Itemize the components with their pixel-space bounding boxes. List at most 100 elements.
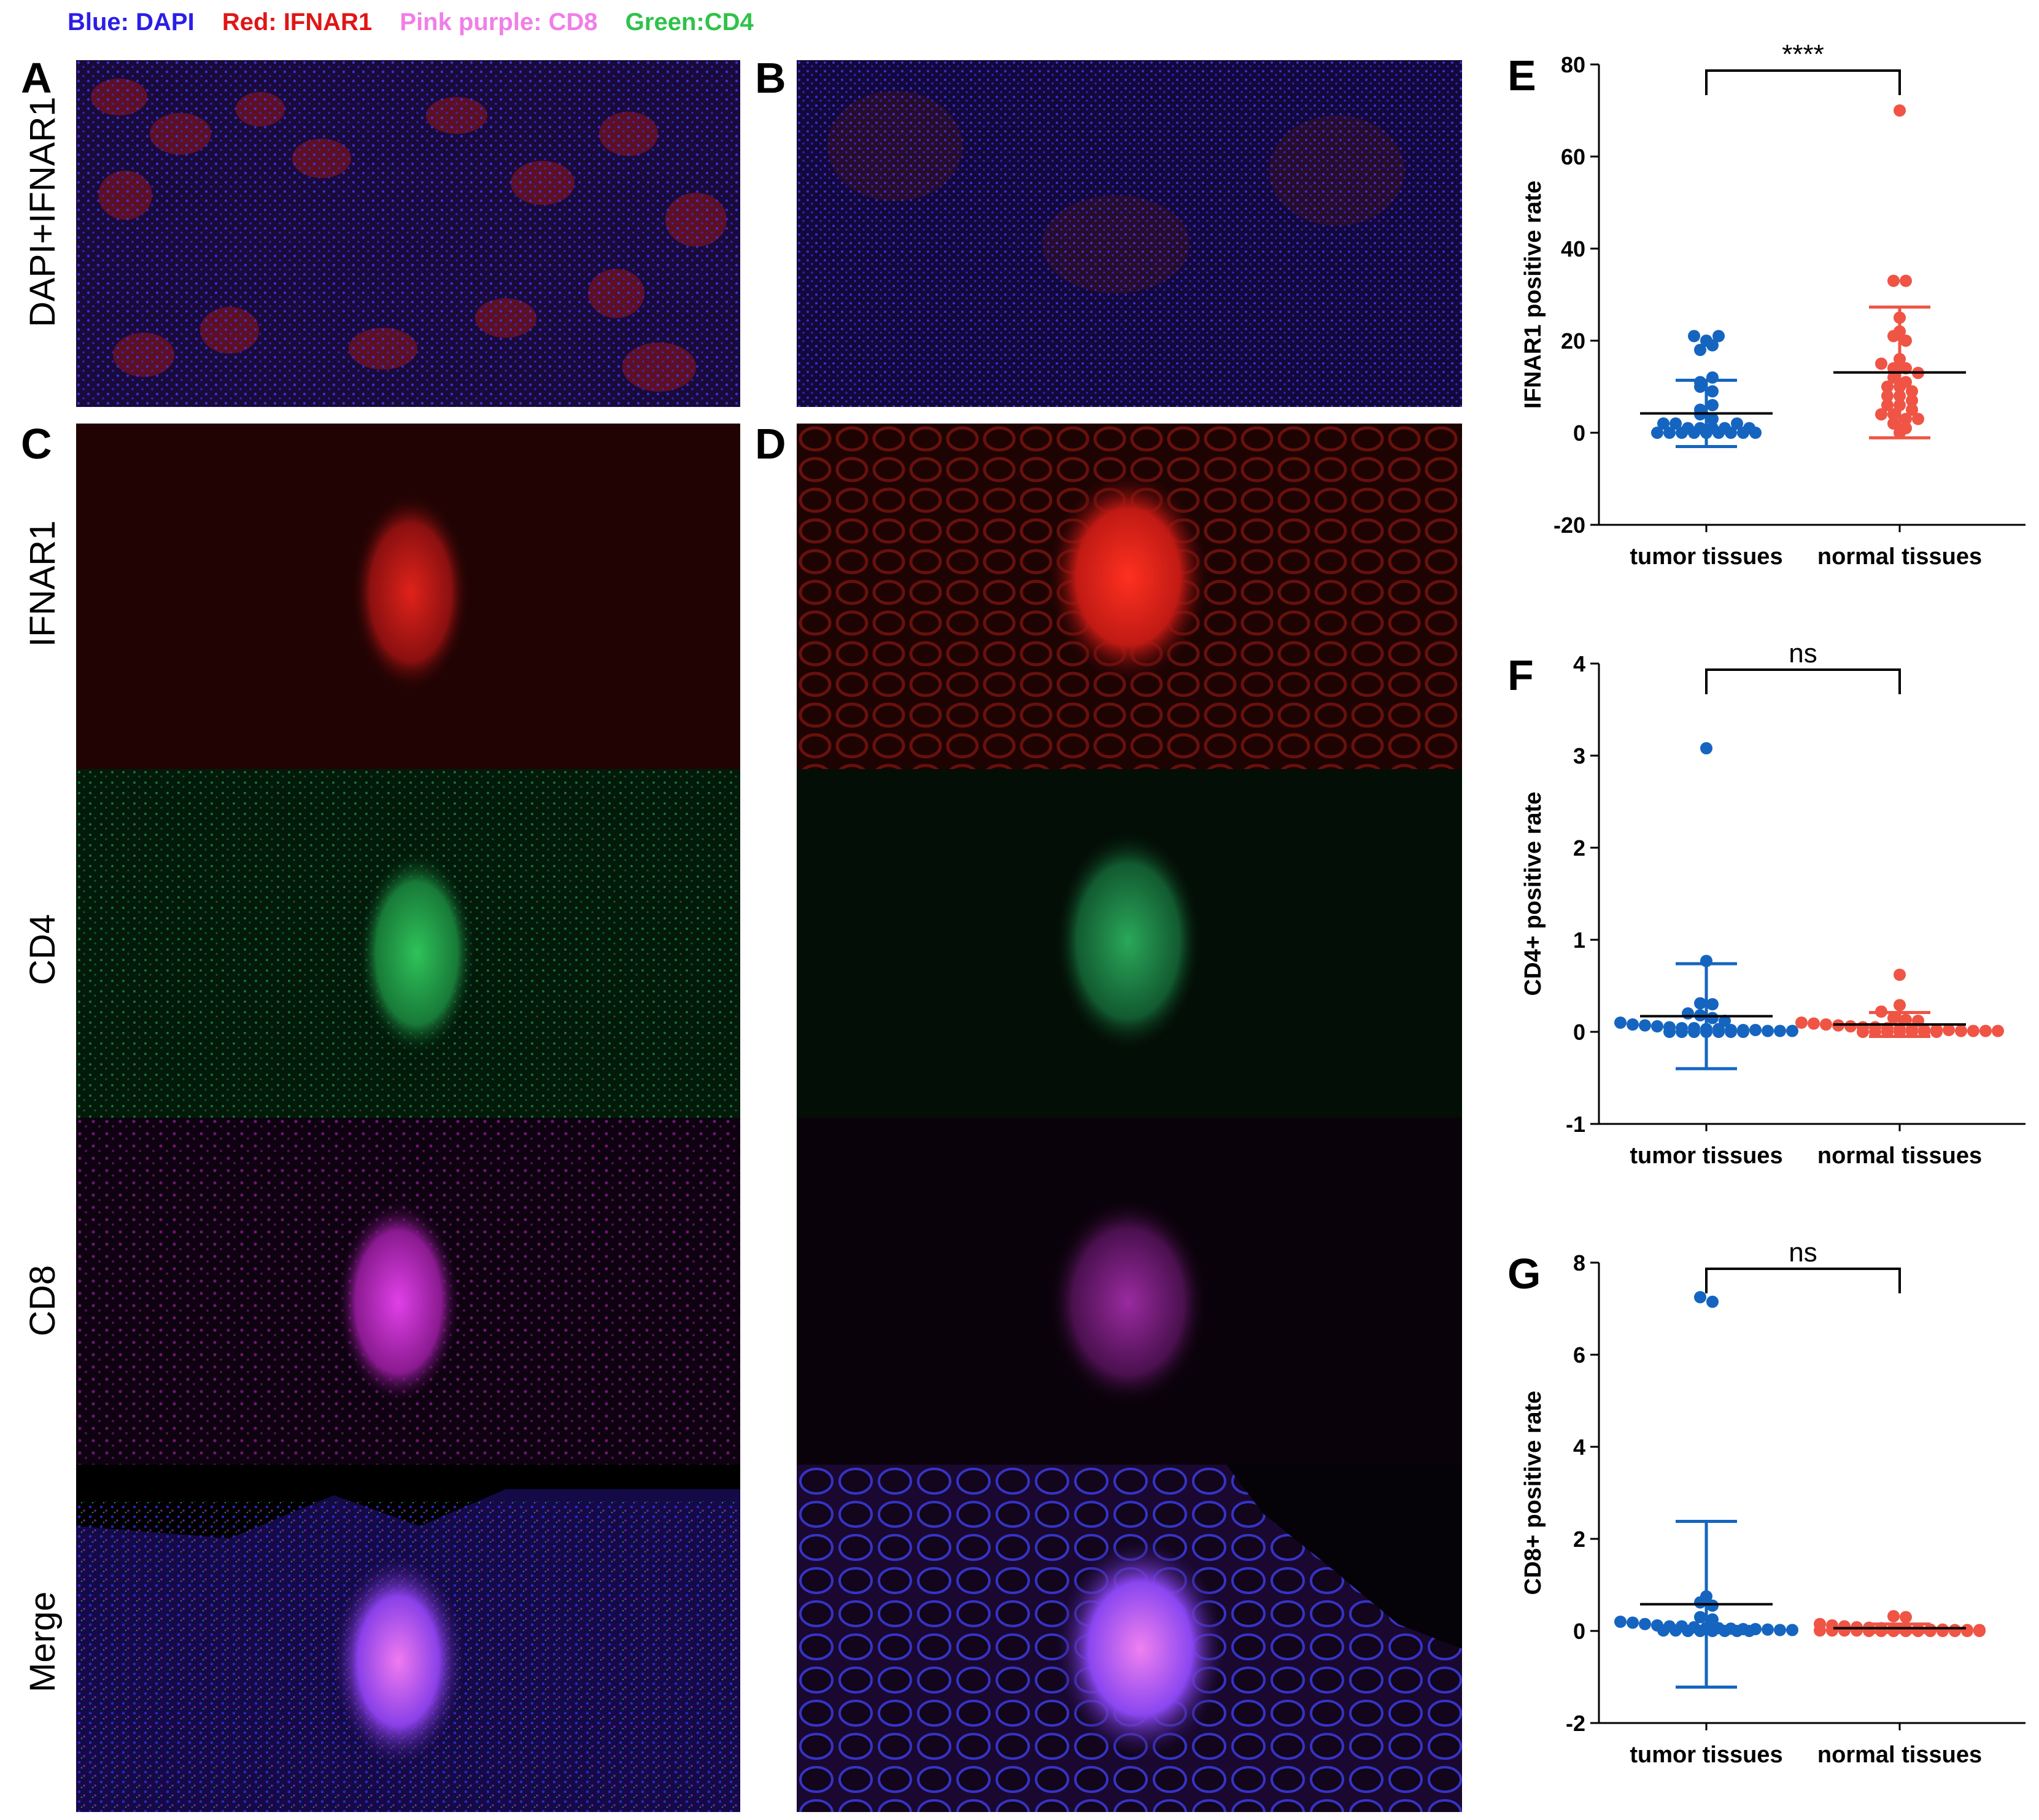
micrograph-c-ifnar1-tumor xyxy=(76,424,740,769)
data-point xyxy=(1900,1013,1912,1026)
data-point xyxy=(1688,427,1700,439)
data-point xyxy=(1887,1012,1900,1024)
data-point xyxy=(1657,417,1670,430)
panel-letter-b: B xyxy=(755,54,786,102)
y-tick-label: 80 xyxy=(1561,52,1585,77)
panel-letter-a: A xyxy=(21,54,52,102)
significance-label: **** xyxy=(1782,39,1824,69)
y-tick-label: 0 xyxy=(1573,1020,1585,1045)
data-point xyxy=(1881,390,1894,402)
data-point xyxy=(1712,427,1725,439)
data-point xyxy=(1851,1624,1863,1637)
data-point xyxy=(1887,417,1900,430)
data-point xyxy=(1694,344,1706,356)
data-point xyxy=(1639,1617,1651,1630)
data-point xyxy=(1688,330,1700,343)
x-tick-label: normal tissues xyxy=(1817,544,1982,570)
micrograph-c-cd4-tumor xyxy=(76,769,740,1118)
data-point xyxy=(1900,335,1912,347)
data-point xyxy=(1731,417,1743,430)
y-tick-label: 0 xyxy=(1573,420,1585,446)
x-tick-label: normal tissues xyxy=(1817,1143,1982,1169)
data-point xyxy=(1979,1024,1992,1037)
data-point xyxy=(1706,1625,1719,1637)
data-point xyxy=(1900,412,1912,425)
significance-bracket xyxy=(1705,1268,1901,1293)
data-point xyxy=(1706,1012,1719,1024)
data-point xyxy=(1657,1624,1670,1637)
panel-letter-f: F xyxy=(1507,651,1534,699)
scatter-chart-g-cd8: -2 0 2 4 6 8 tumor tissues normal tissues CD8+ p… xyxy=(1520,1237,2025,1768)
data-point xyxy=(1844,1020,1857,1032)
row-label-dapi-ifnar1: DAPI+IFNAR1 xyxy=(23,96,63,328)
data-point xyxy=(1694,1596,1706,1609)
data-point xyxy=(1887,1610,1900,1622)
data-point xyxy=(1786,1624,1798,1636)
data-point xyxy=(1786,1024,1798,1037)
micrograph-b-dapi-ifnar1-normal xyxy=(797,60,1462,407)
data-point xyxy=(1670,1624,1682,1637)
legend-blue: Blue: DAPI xyxy=(68,9,195,36)
data-point xyxy=(1719,1625,1731,1637)
data-point xyxy=(1670,417,1682,430)
panel-letter-d: D xyxy=(755,420,786,468)
data-point xyxy=(1857,1026,1869,1038)
data-point xyxy=(1881,399,1894,411)
y-tick-label: 1 xyxy=(1573,927,1585,953)
x-tick-label: normal tissues xyxy=(1817,1742,1982,1768)
data-point xyxy=(1826,1624,1838,1637)
data-point xyxy=(1614,1616,1627,1628)
y-tick-label: 6 xyxy=(1573,1342,1585,1368)
y-tick-label: 2 xyxy=(1573,1527,1585,1552)
y-tick-label: 40 xyxy=(1561,236,1585,261)
data-point xyxy=(1894,104,1906,117)
data-point xyxy=(1955,1024,1967,1037)
data-point xyxy=(1682,1625,1694,1637)
data-point xyxy=(1900,274,1912,287)
data-point xyxy=(1706,399,1719,411)
data-point xyxy=(1706,1295,1719,1308)
y-tick-label: -2 xyxy=(1566,1711,1585,1736)
data-point xyxy=(1887,330,1900,343)
data-point xyxy=(1694,1611,1706,1624)
significance-label: ns xyxy=(1789,638,1817,668)
data-point xyxy=(1682,1007,1694,1020)
data-point xyxy=(1973,1625,1986,1637)
y-tick-label: 8 xyxy=(1573,1250,1585,1276)
legend-red: Red: IFNAR1 xyxy=(222,9,373,36)
data-point xyxy=(1700,742,1712,754)
data-point xyxy=(1875,357,1887,370)
data-point xyxy=(1688,1026,1700,1038)
data-point xyxy=(1749,427,1762,439)
y-tick-label: 20 xyxy=(1561,328,1585,354)
data-point xyxy=(1912,412,1924,425)
data-point xyxy=(1706,339,1719,352)
data-point xyxy=(1762,1623,1774,1636)
data-point xyxy=(1992,1024,2004,1037)
data-point xyxy=(1694,381,1706,393)
y-axis-label: CD4+ positive rate xyxy=(1520,792,1546,996)
x-tick-label: tumor tissues xyxy=(1630,544,1782,570)
data-point xyxy=(1795,1016,1808,1029)
data-point xyxy=(1943,1024,1955,1036)
data-point xyxy=(1694,1625,1706,1637)
y-tick-label: 4 xyxy=(1573,1435,1585,1460)
data-point xyxy=(1762,1024,1774,1037)
data-point xyxy=(1881,381,1894,393)
data-point xyxy=(1906,403,1918,416)
data-point xyxy=(1774,1024,1786,1037)
significance-bracket xyxy=(1705,69,1901,95)
y-tick-label: 4 xyxy=(1573,651,1585,676)
data-point xyxy=(1706,998,1719,1010)
significance-label: ns xyxy=(1789,1237,1817,1268)
data-point xyxy=(1838,1624,1851,1637)
data-point xyxy=(1706,1599,1719,1612)
data-point xyxy=(1639,1019,1651,1032)
data-point xyxy=(1808,1017,1820,1030)
data-point xyxy=(1900,1611,1912,1624)
data-point xyxy=(1906,394,1918,407)
data-point xyxy=(1737,427,1749,439)
data-point xyxy=(1676,427,1688,439)
row-label-cd8: CD8 xyxy=(23,1264,63,1337)
micrograph-d-merge-normal xyxy=(797,1465,1462,1812)
